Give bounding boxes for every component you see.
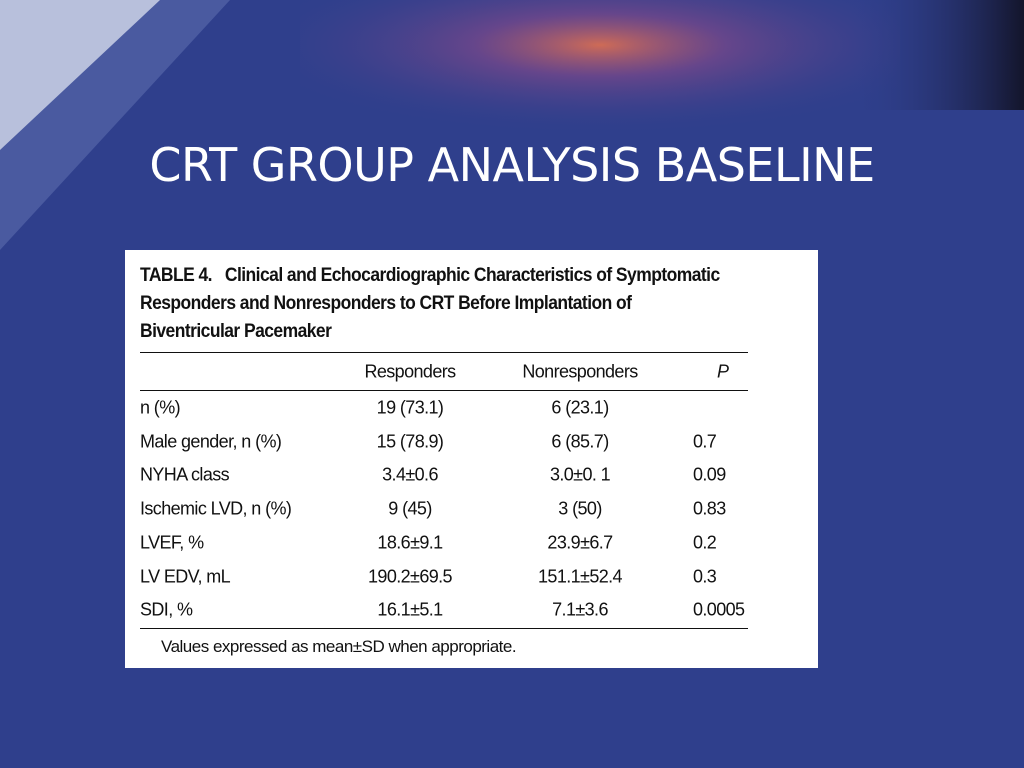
caption-text: Clinical and Echocardiographic Character… xyxy=(140,265,720,342)
table-cell: 0.83 xyxy=(693,498,726,519)
table-caption: TABLE 4. Clinical and Echocardiographic C… xyxy=(140,262,729,346)
table-image: TABLE 4. Clinical and Echocardiographic C… xyxy=(125,250,818,668)
column-header: Responders xyxy=(364,361,456,382)
table-cell: 0.0005 xyxy=(693,599,745,620)
row-label: LV EDV, mL xyxy=(140,566,231,586)
table-cell: 3.4±0.6 xyxy=(382,464,438,485)
rule xyxy=(140,352,748,353)
table-cell: 190.2±69.5 xyxy=(368,566,453,586)
table-cell: 6 (85.7) xyxy=(551,431,609,452)
row-label: Male gender, n (%) xyxy=(140,431,282,452)
column-header: Nonresponders xyxy=(522,361,638,382)
table-cell: 16.1±5.1 xyxy=(377,599,443,620)
table-cell: 15 (78.9) xyxy=(376,431,444,452)
rule xyxy=(140,628,748,629)
triangle xyxy=(0,0,160,150)
table-cell: 19 (73.1) xyxy=(376,397,444,418)
table-cell: 151.1±52.4 xyxy=(538,566,623,586)
table-cell: 0.7 xyxy=(693,431,717,452)
row-label: Ischemic LVD, n (%) xyxy=(140,498,292,519)
slide-title: CRT GROUP ANALYSIS BASELINE xyxy=(149,138,875,192)
table-cell: 0.3 xyxy=(693,566,717,586)
rule xyxy=(140,390,748,391)
table-cell: 3.0±0. 1 xyxy=(549,464,611,485)
row-label: NYHA class xyxy=(140,464,230,485)
table-cell: 9 (45) xyxy=(388,498,432,519)
table-cell: 7.1±3.6 xyxy=(552,599,608,620)
table-cell: 0.09 xyxy=(693,464,726,485)
shade xyxy=(850,0,1024,110)
table-cell: 6 (23.1) xyxy=(551,397,609,418)
row-label: SDI, % xyxy=(140,599,193,620)
table-cell: 23.9±6.7 xyxy=(547,532,613,553)
row-label: n (%) xyxy=(140,397,181,418)
row-label: LVEF, % xyxy=(140,532,204,553)
footnote: Values expressed as mean±SD when appropr… xyxy=(161,637,517,656)
heart-image xyxy=(300,0,900,150)
table-cell: 18.6±9.1 xyxy=(377,532,443,553)
column-header: P xyxy=(717,361,729,382)
table-label: TABLE 4. xyxy=(140,265,213,286)
table-cell: 3 (50) xyxy=(558,498,602,519)
table-cell: 0.2 xyxy=(693,532,717,553)
